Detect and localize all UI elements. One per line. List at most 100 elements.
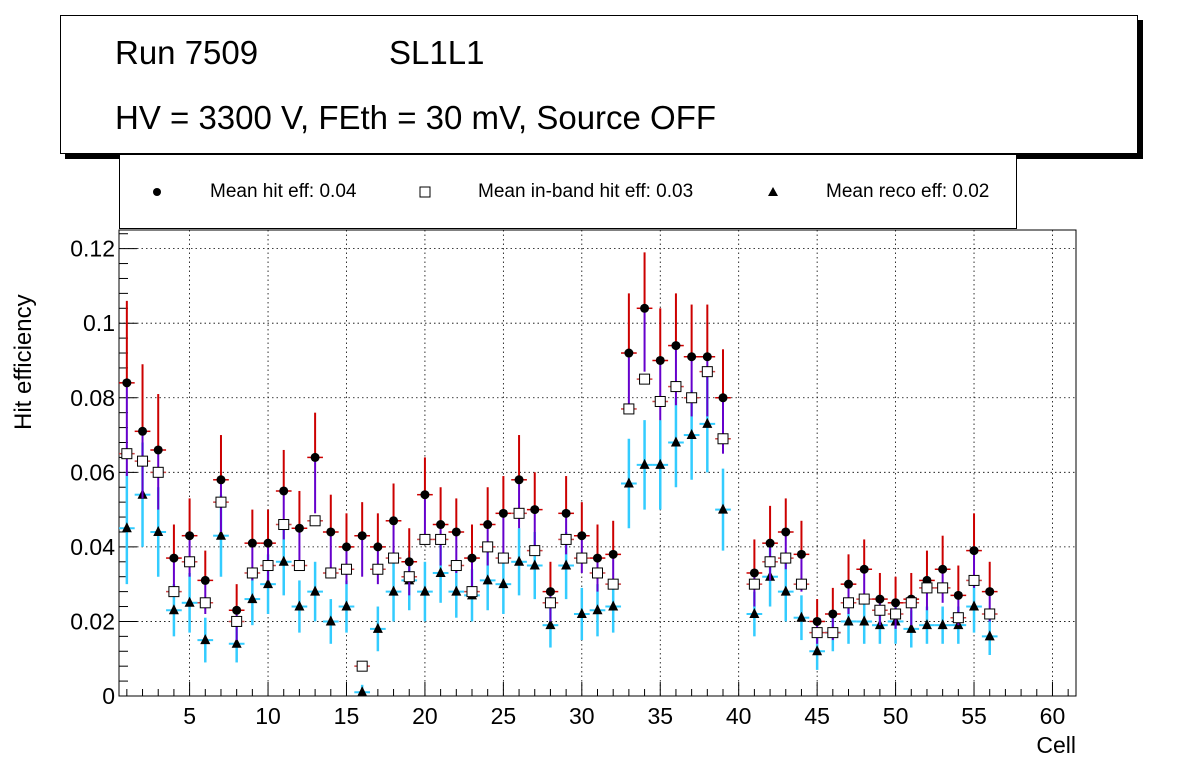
inband-point xyxy=(152,466,164,478)
hit-point xyxy=(279,486,289,496)
inband-point xyxy=(388,552,400,564)
reco-point xyxy=(780,585,791,596)
inband-point xyxy=(701,366,713,378)
legend-inband-label: Mean in-band hit eff: 0.03 xyxy=(478,180,694,202)
hit-point xyxy=(451,527,461,537)
hit-point xyxy=(357,531,367,541)
reco-point xyxy=(498,578,509,589)
hit-point xyxy=(796,549,806,559)
inband-point xyxy=(858,593,870,605)
reco-point xyxy=(576,607,587,618)
y-tick-label: 0.06 xyxy=(70,459,115,485)
legend-reco-label: Mean reco eff: 0.02 xyxy=(826,180,990,202)
inband-point xyxy=(937,582,949,594)
inband-point xyxy=(843,597,855,609)
x-tick-label: 20 xyxy=(412,703,438,729)
inband-point xyxy=(215,496,227,508)
hit-point xyxy=(859,564,869,574)
reco-point xyxy=(263,578,274,589)
y-tick-label: 0 xyxy=(102,683,115,709)
reco-point xyxy=(184,596,195,607)
inband-point xyxy=(466,586,478,598)
hit-point xyxy=(310,452,320,462)
x-axis-label: Cell xyxy=(1036,732,1076,758)
inband-point xyxy=(199,597,211,609)
inband-point xyxy=(795,578,807,590)
inband-point xyxy=(592,567,603,579)
inband-point xyxy=(340,563,352,575)
inband-point xyxy=(529,545,541,557)
inband-point xyxy=(748,578,760,590)
reco-point xyxy=(200,634,211,645)
legend-hit-label: Mean hit eff: 0.04 xyxy=(210,180,357,202)
reco-point xyxy=(247,593,258,604)
hit-point xyxy=(718,393,728,403)
inband-point xyxy=(513,507,525,519)
inband-point xyxy=(623,403,635,415)
inband-point xyxy=(168,586,180,598)
hit-point xyxy=(702,352,712,362)
hit-point xyxy=(263,538,273,548)
hit-point xyxy=(765,538,775,548)
hit-point xyxy=(530,505,540,515)
x-tick-label: 50 xyxy=(883,703,909,729)
title-box: Run 7509 SL1L1 HV = 3300 V, FEth = 30 mV… xyxy=(60,15,1138,154)
inband-point xyxy=(576,552,588,564)
hit-point xyxy=(138,426,148,436)
y-tick-label: 0.02 xyxy=(70,608,115,634)
hit-point xyxy=(483,520,493,530)
inband-point xyxy=(325,567,337,579)
inband-point xyxy=(246,567,258,579)
inband-point xyxy=(293,560,305,572)
hit-point xyxy=(545,587,555,597)
y-tick-label: 0.12 xyxy=(70,236,115,262)
reco-point xyxy=(561,559,572,570)
hit-point xyxy=(608,549,618,559)
hit-point xyxy=(153,445,163,455)
reco-point xyxy=(670,436,681,447)
inband-point xyxy=(968,574,980,586)
hit-point xyxy=(294,523,304,533)
inband-point xyxy=(419,533,431,545)
inband-point xyxy=(686,392,698,404)
reco-point xyxy=(419,585,430,596)
filled-circle-icon xyxy=(142,182,172,202)
x-tick-label: 5 xyxy=(183,703,196,729)
run-label: Run 7509 xyxy=(115,34,259,71)
hit-point xyxy=(655,355,665,365)
hit-point xyxy=(389,516,399,526)
x-tick-label: 45 xyxy=(804,703,830,729)
hit-point xyxy=(373,542,383,552)
hit-point xyxy=(749,568,759,578)
hit-point xyxy=(891,598,901,608)
hit-point xyxy=(624,348,634,358)
y-tick-label: 0.1 xyxy=(83,310,115,336)
inband-point xyxy=(544,597,556,609)
hit-point xyxy=(875,594,885,604)
hit-point xyxy=(969,546,979,556)
hit-point xyxy=(844,579,854,589)
inband-point xyxy=(905,597,917,609)
x-tick-label: 60 xyxy=(1040,703,1066,729)
inband-point xyxy=(137,455,149,467)
hit-point xyxy=(200,575,210,585)
inband-point xyxy=(450,560,462,572)
inband-point xyxy=(403,571,415,583)
inband-point xyxy=(670,381,682,393)
reco-point xyxy=(718,503,729,514)
x-tick-label: 10 xyxy=(255,703,281,729)
reco-point xyxy=(482,574,493,585)
hit-point xyxy=(420,490,430,500)
reco-point xyxy=(325,615,336,626)
reco-point xyxy=(921,619,932,630)
inband-point xyxy=(231,615,243,627)
legend-item-reco: Mean reco eff: 0.02 xyxy=(758,155,989,228)
legend-item-hit: Mean hit eff: 0.04 xyxy=(142,155,356,228)
inband-point xyxy=(184,556,196,568)
conditions-label: HV = 3300 V, FEth = 30 mV, Source OFF xyxy=(115,99,717,136)
inband-point xyxy=(874,604,886,616)
reco-point xyxy=(231,637,242,648)
inband-point xyxy=(654,395,666,407)
hit-point xyxy=(953,590,963,600)
reco-point xyxy=(859,615,870,626)
